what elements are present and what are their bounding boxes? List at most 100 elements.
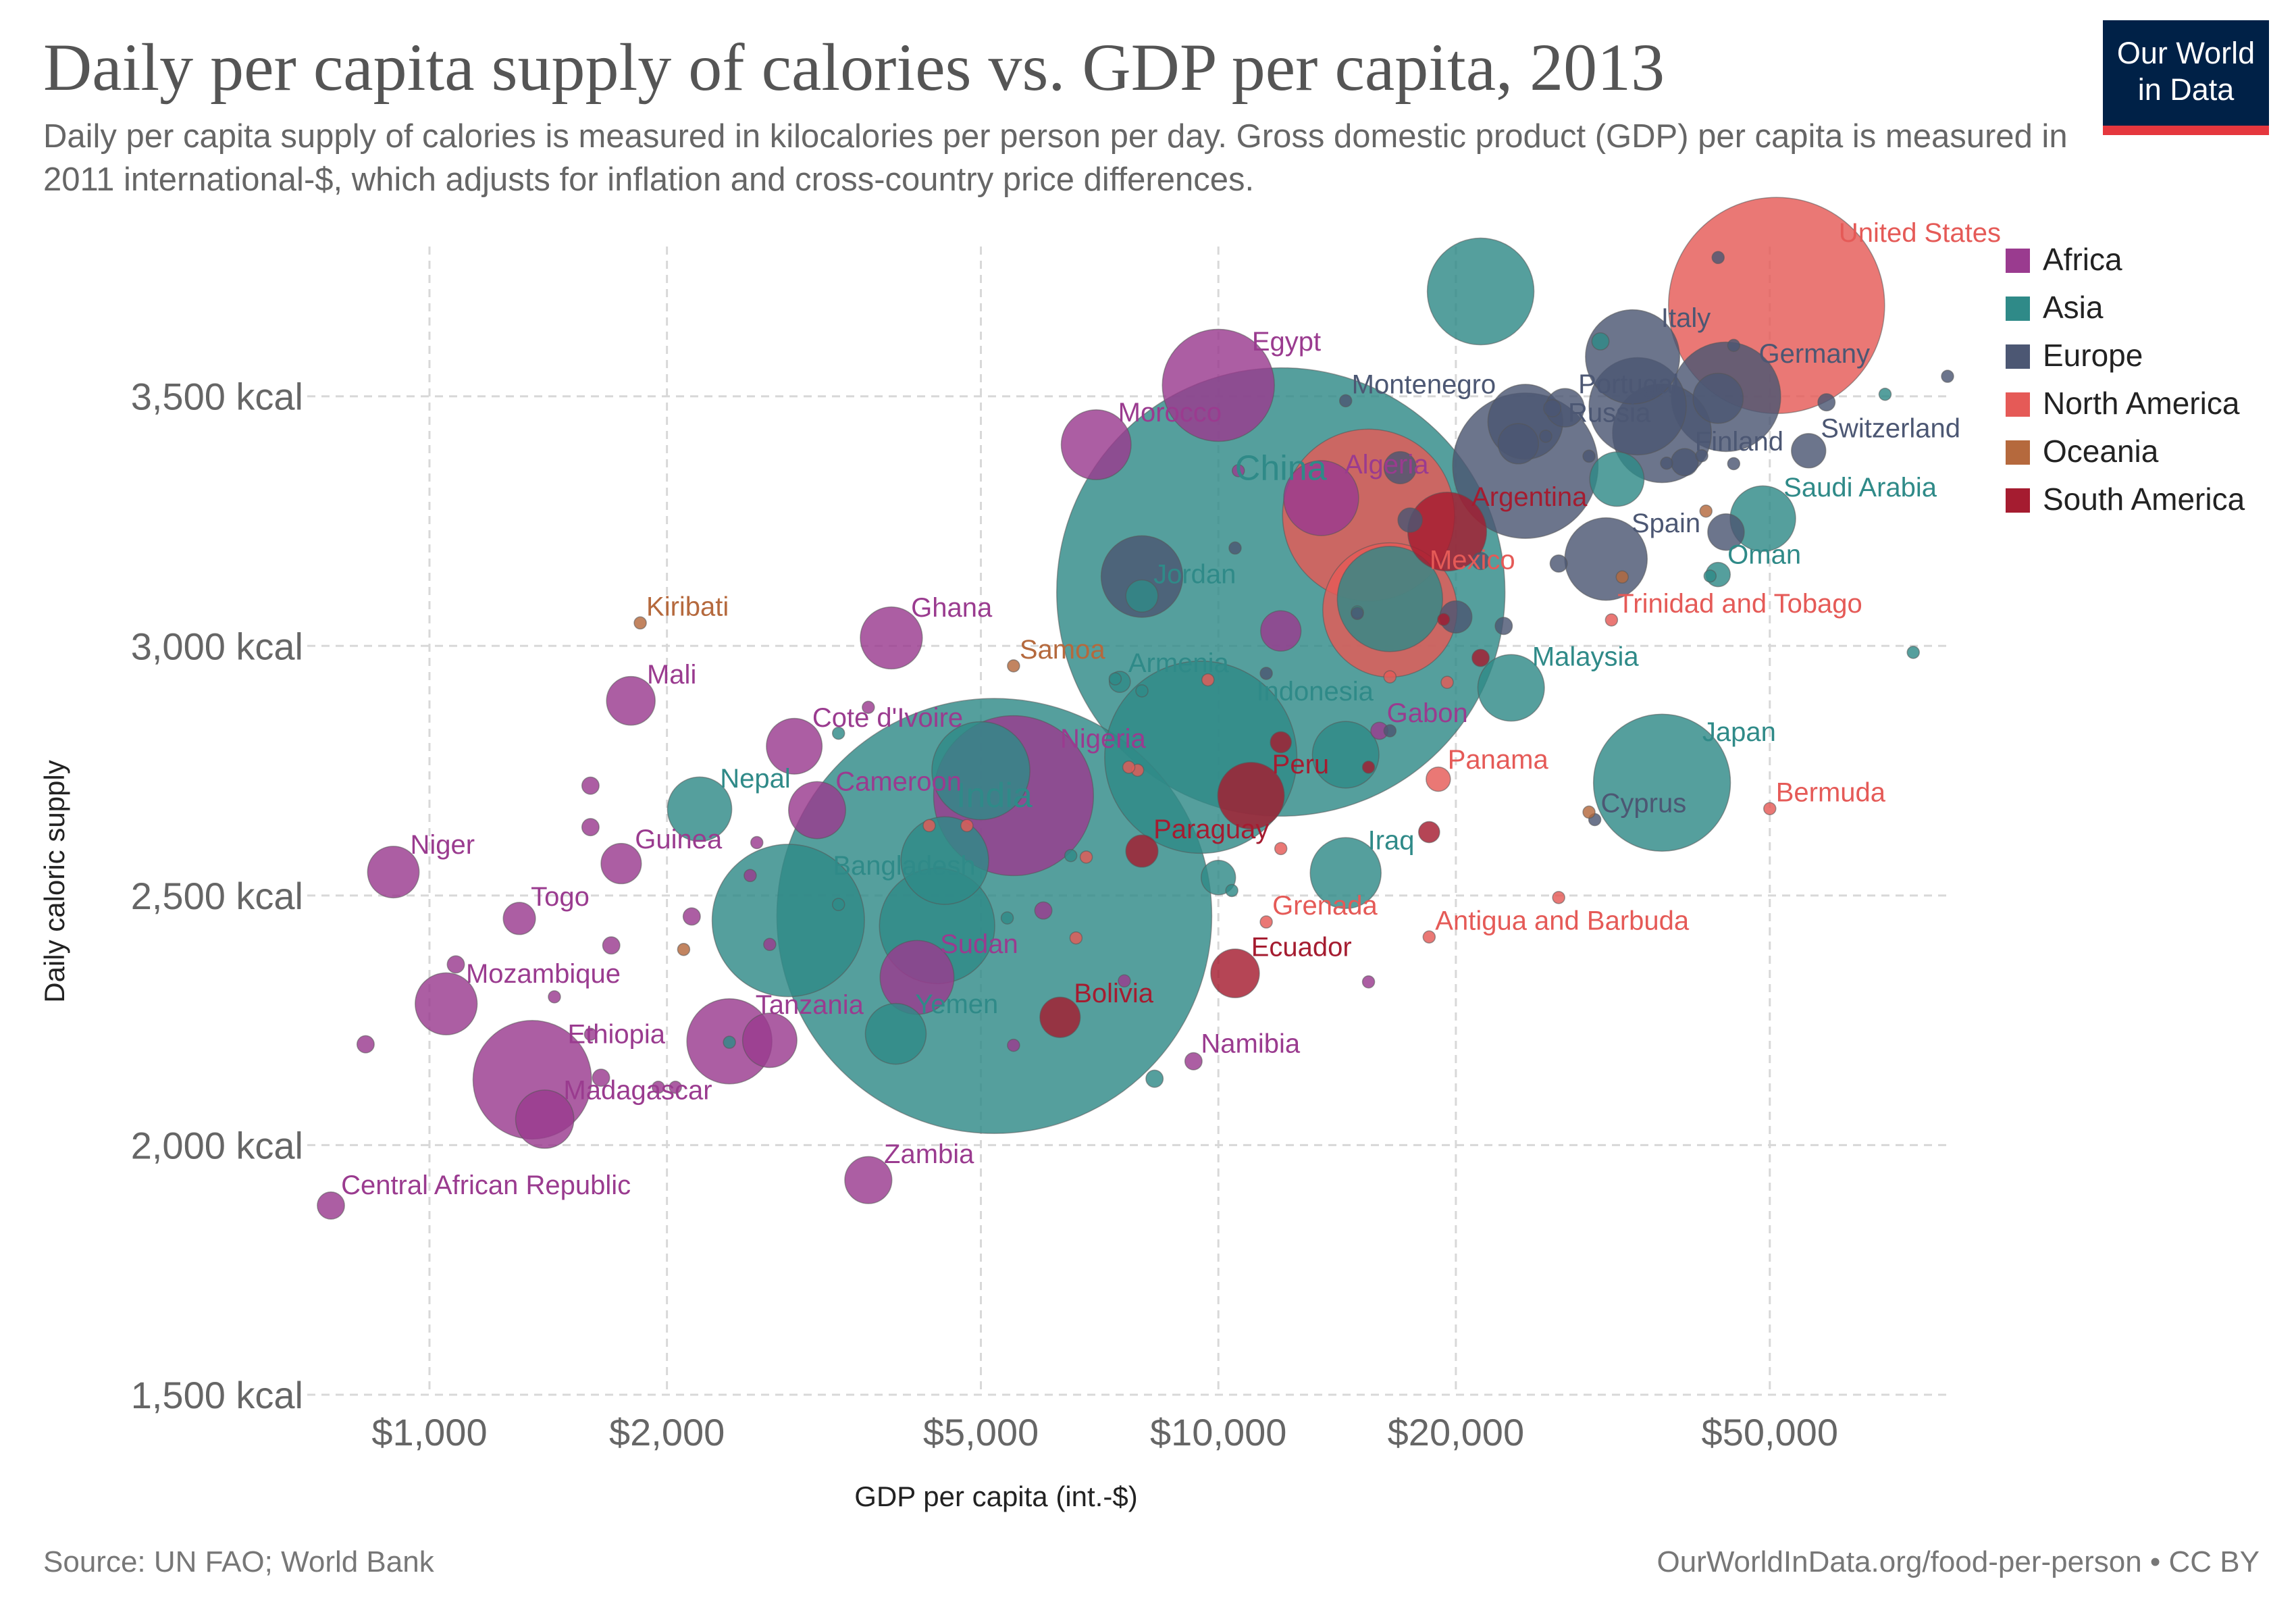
data-point[interactable] — [446, 955, 465, 974]
data-point[interactable] — [1069, 931, 1083, 945]
data-point[interactable] — [1660, 457, 1673, 470]
data-point[interactable] — [1125, 834, 1159, 868]
data-point[interactable] — [960, 819, 974, 833]
data-point[interactable] — [1228, 541, 1242, 555]
data-point[interactable] — [1585, 309, 1681, 405]
data-point[interactable] — [900, 816, 989, 905]
data-point[interactable] — [1232, 464, 1245, 478]
data-point[interactable] — [931, 721, 1030, 821]
data-point[interactable] — [763, 937, 777, 952]
data-point[interactable] — [581, 818, 600, 837]
data-point[interactable] — [1060, 409, 1132, 480]
data-point[interactable] — [515, 1089, 575, 1149]
data-point[interactable] — [864, 1002, 927, 1065]
data-point[interactable] — [1699, 504, 1713, 518]
data-point[interactable] — [1417, 821, 1440, 844]
data-point[interactable] — [592, 1069, 610, 1087]
legend-label[interactable]: South America — [2043, 482, 2245, 517]
data-point[interactable] — [788, 781, 846, 840]
data-point[interactable] — [1589, 451, 1645, 507]
data-point[interactable] — [1270, 731, 1293, 754]
data-point[interactable] — [1283, 460, 1359, 536]
data-point[interactable] — [1471, 648, 1490, 667]
data-point[interactable] — [1383, 724, 1397, 738]
data-point[interactable] — [1539, 430, 1553, 443]
data-point[interactable] — [502, 902, 536, 935]
data-point[interactable] — [600, 842, 642, 885]
data-point[interactable] — [1259, 667, 1273, 680]
legend-label[interactable]: Africa — [2043, 242, 2122, 277]
data-point[interactable] — [1477, 654, 1545, 722]
data-point[interactable] — [743, 869, 757, 883]
data-point[interactable] — [1122, 761, 1136, 774]
data-point[interactable] — [1210, 948, 1260, 998]
data-point[interactable] — [1906, 646, 1920, 659]
data-point[interactable] — [1125, 579, 1159, 613]
data-point[interactable] — [1426, 237, 1535, 346]
data-point[interactable] — [1079, 850, 1093, 864]
data-point[interactable] — [1336, 546, 1443, 652]
data-point[interactable] — [1695, 448, 1708, 463]
data-point[interactable] — [1100, 535, 1184, 618]
data-point[interactable] — [1225, 883, 1238, 898]
data-point[interactable] — [1592, 713, 1731, 852]
data-point[interactable] — [844, 1156, 893, 1204]
data-point[interactable] — [1383, 670, 1397, 684]
data-point[interactable] — [750, 835, 764, 850]
data-point[interactable] — [741, 1012, 798, 1069]
data-point[interactable] — [1494, 617, 1513, 636]
data-point[interactable] — [1692, 372, 1744, 424]
data-point[interactable] — [367, 846, 420, 899]
data-point[interactable] — [548, 990, 561, 1004]
legend-label[interactable]: North America — [2043, 386, 2240, 421]
data-point[interactable] — [766, 717, 823, 775]
data-point[interactable] — [1817, 393, 1836, 412]
data-point[interactable] — [1426, 766, 1451, 792]
data-point[interactable] — [1582, 805, 1596, 819]
data-point[interactable] — [1309, 837, 1382, 909]
data-point[interactable] — [1471, 552, 1490, 571]
data-point[interactable] — [922, 819, 936, 833]
data-point[interactable] — [1582, 449, 1596, 463]
data-point[interactable] — [1440, 675, 1454, 690]
data-point[interactable] — [1118, 974, 1131, 988]
data-point[interactable] — [1007, 1038, 1020, 1052]
data-point[interactable] — [1217, 761, 1285, 830]
data-point[interactable] — [581, 776, 600, 795]
data-point[interactable] — [317, 1191, 345, 1220]
legend-label[interactable]: Asia — [2043, 290, 2104, 325]
data-point[interactable] — [1039, 996, 1081, 1038]
data-point[interactable] — [1604, 613, 1619, 627]
data-point[interactable] — [1591, 332, 1610, 351]
data-point[interactable] — [1108, 672, 1122, 686]
data-point[interactable] — [1707, 513, 1745, 551]
data-point[interactable] — [633, 616, 647, 630]
data-point[interactable] — [682, 907, 701, 926]
data-point[interactable] — [1791, 433, 1827, 469]
data-point[interactable] — [1351, 607, 1364, 621]
data-point[interactable] — [1361, 761, 1376, 774]
data-point[interactable] — [1878, 388, 1892, 401]
data-point[interactable] — [1397, 507, 1423, 533]
data-point[interactable] — [1007, 659, 1020, 673]
data-point[interactable] — [1543, 399, 1562, 417]
data-point[interactable] — [356, 1035, 375, 1054]
data-point[interactable] — [1162, 328, 1275, 442]
data-point[interactable] — [1763, 802, 1777, 816]
source-link[interactable]: OurWorldInData.org/food-per-person • CC … — [1656, 1545, 2260, 1578]
data-point[interactable] — [1260, 610, 1302, 652]
data-point[interactable] — [1135, 684, 1149, 698]
data-point[interactable] — [1711, 251, 1725, 265]
data-point[interactable] — [831, 898, 845, 911]
data-point[interactable] — [602, 936, 621, 955]
data-point[interactable] — [831, 726, 845, 740]
data-point[interactable] — [1703, 569, 1717, 583]
data-point[interactable] — [1727, 457, 1741, 471]
data-point[interactable] — [606, 675, 656, 726]
data-point[interactable] — [667, 776, 733, 842]
legend-label[interactable]: Europe — [2043, 338, 2143, 373]
data-point[interactable] — [1338, 394, 1353, 408]
data-point[interactable] — [1184, 1052, 1203, 1071]
data-point[interactable] — [1064, 848, 1078, 863]
data-point[interactable] — [711, 844, 865, 998]
